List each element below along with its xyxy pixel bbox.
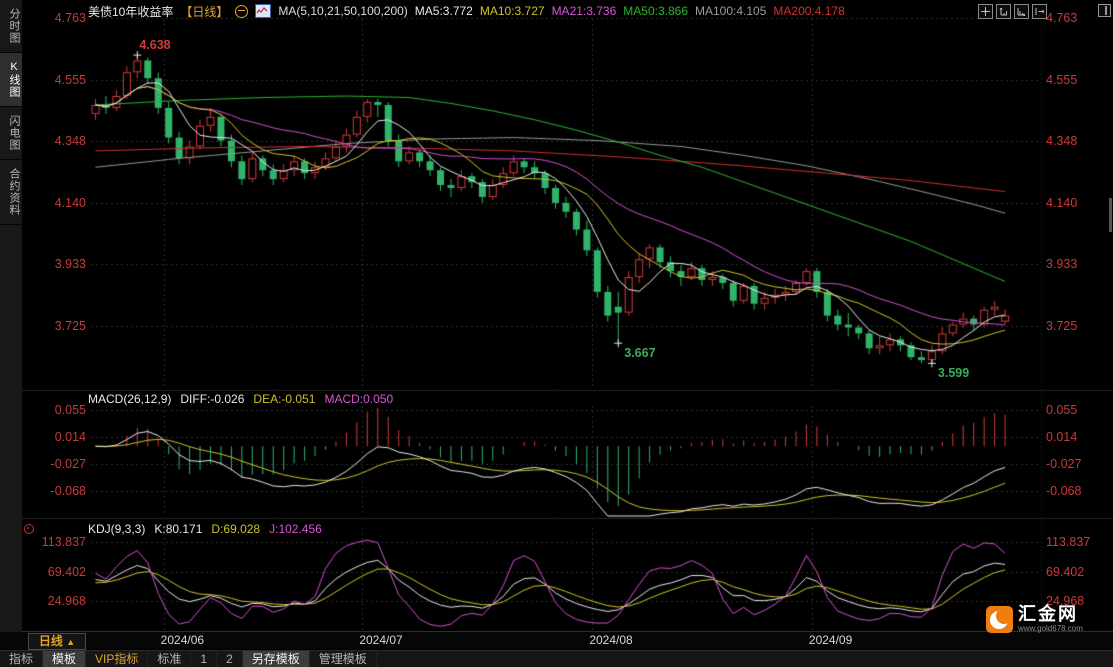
bottom-toolbar: 指标 模板 VIP指标 标准 1 2 另存模板 管理模板	[0, 650, 1113, 667]
sidebar-item-time-chart[interactable]: 分时图	[0, 0, 22, 53]
macd-params-label: MACD(26,12,9)	[88, 392, 172, 406]
main-y-axis-label: 4.140	[1044, 195, 1080, 210]
macd-y-axis-label: 0.014	[26, 430, 88, 444]
main-y-axis-label: 4.555	[26, 72, 88, 87]
sidebar: 分时图 K线图 闪电图 合约资料	[0, 0, 22, 632]
macd-y-axis-label: -0.068	[26, 484, 88, 498]
toolbar-indicators[interactable]: 指标	[0, 651, 44, 667]
kdj-y-axis-label: 69.402	[1044, 564, 1087, 579]
site-url: www.gold678.com	[1018, 624, 1083, 633]
price-annotation: 4.638	[139, 38, 171, 53]
macd-dea-value: DEA:-0.051	[253, 392, 316, 406]
main-y-axis-label: 3.933	[1044, 257, 1080, 272]
macd-y-axis-label: -0.027	[1044, 457, 1084, 471]
site-watermark: 汇金网 www.gold678.com	[986, 605, 1083, 633]
toolbar-vip-indicators[interactable]: VIP指标	[86, 651, 149, 667]
ma21-value: MA21:3.736	[551, 4, 617, 18]
toolbar-slot-2[interactable]: 2	[217, 651, 243, 667]
macd-header: MACD(26,12,9) DIFF:-0.026 DEA:-0.051 MAC…	[88, 392, 393, 406]
kdj-settings-icon[interactable]	[24, 524, 34, 534]
main-y-axis-label: 3.933	[26, 257, 88, 272]
chart-header: 美债10年收益率 【日线】 MA(5,10,21,50,100,200) MA5…	[88, 3, 845, 19]
toolbar-save-template[interactable]: 另存模板	[242, 651, 310, 667]
period-selector-label: 日线	[38, 634, 63, 648]
pane-expand-icon[interactable]	[1032, 4, 1047, 19]
main-y-axis-label: 4.348	[1044, 134, 1080, 149]
kdj-params-label: KDJ(9,3,3)	[88, 522, 146, 536]
period-tag: 【日线】	[180, 4, 229, 19]
x-axis-date-label: 2024/07	[359, 633, 403, 647]
macd-diff-value: DIFF:-0.026	[180, 392, 245, 406]
huijin-logo-icon	[986, 605, 1013, 633]
sidebar-item-lightning-chart[interactable]: 闪电图	[0, 107, 22, 160]
main-y-axis-label: 3.725	[1044, 319, 1080, 333]
site-name: 汇金网	[1018, 604, 1078, 624]
period-up-arrow-icon: ▲	[66, 637, 76, 647]
collapse-right-panel-icon[interactable]	[1098, 4, 1111, 17]
price-annotation: 3.599	[937, 366, 970, 381]
crosshair-tool-icon[interactable]	[978, 4, 993, 19]
kdj-y-axis-label: 24.968	[26, 594, 88, 608]
main-y-axis-label: 4.763	[26, 11, 88, 25]
period-selector-button[interactable]: 日线 ▲	[28, 633, 86, 650]
ma5-value: MA5:3.772	[414, 4, 473, 18]
macd-y-axis-label: 0.055	[26, 403, 88, 417]
ma200-value: MA200:4.178	[773, 4, 845, 18]
y-axis-scale-icon[interactable]	[996, 4, 1011, 19]
x-axis-date-label: 2024/08	[589, 633, 633, 647]
ma10-value: MA10:3.727	[479, 4, 545, 18]
toolbar-manage-template[interactable]: 管理模板	[310, 651, 377, 667]
toolbar-template[interactable]: 模板	[43, 651, 87, 667]
ma-params-label: MA(5,10,21,50,100,200)	[278, 4, 408, 18]
sidebar-item-contract-info[interactable]: 合约资料	[0, 160, 22, 225]
main-y-axis-label: 4.763	[1044, 11, 1080, 25]
main-y-axis-label: 4.140	[26, 195, 88, 210]
kdj-y-axis-label: 113.837	[1044, 535, 1093, 549]
collapse-circle-icon[interactable]	[235, 4, 249, 18]
x-axis-scale-icon[interactable]	[1014, 4, 1029, 19]
main-y-axis-label: 4.555	[1044, 72, 1080, 87]
macd-y-axis-label: -0.027	[26, 457, 88, 471]
kdj-j-value: J:102.456	[269, 522, 322, 536]
toolbar-slot-1[interactable]: 1	[191, 651, 218, 667]
price-annotation: 3.667	[624, 346, 656, 361]
kdj-k-value: K:80.171	[154, 522, 203, 536]
macd-y-axis-label: 0.055	[1044, 403, 1080, 417]
kdj-header: KDJ(9,3,3) K:80.171 D:69.028 J:102.456	[88, 522, 322, 536]
kdj-y-axis-label: 24.968	[1044, 594, 1087, 608]
mini-kline-icon[interactable]	[255, 4, 272, 18]
main-y-axis-label: 4.348	[26, 134, 88, 149]
x-axis-date-label: 2024/09	[808, 633, 853, 647]
kdj-y-axis-label: 69.402	[26, 564, 88, 579]
macd-y-axis-label: -0.068	[1044, 484, 1084, 498]
main-y-axis-label: 3.725	[26, 319, 88, 333]
ma50-value: MA50:3.866	[623, 4, 688, 18]
macd-y-axis-label: 0.014	[1044, 430, 1080, 444]
ma100-value: MA100:4.105	[695, 4, 767, 18]
kdj-y-axis-label: 113.837	[26, 535, 88, 549]
right-scrollbar[interactable]	[1109, 198, 1112, 232]
kdj-d-value: D:69.028	[211, 522, 261, 536]
page-title: 美债10年收益率	[88, 4, 174, 19]
x-axis-date-label: 2024/06	[160, 633, 205, 647]
chart-tools	[978, 4, 1047, 19]
macd-macd-value: MACD:0.050	[324, 392, 394, 406]
date-axis-row	[0, 631, 1113, 649]
toolbar-standard[interactable]: 标准	[148, 651, 192, 667]
sidebar-item-kline-chart[interactable]: K线图	[0, 53, 22, 107]
